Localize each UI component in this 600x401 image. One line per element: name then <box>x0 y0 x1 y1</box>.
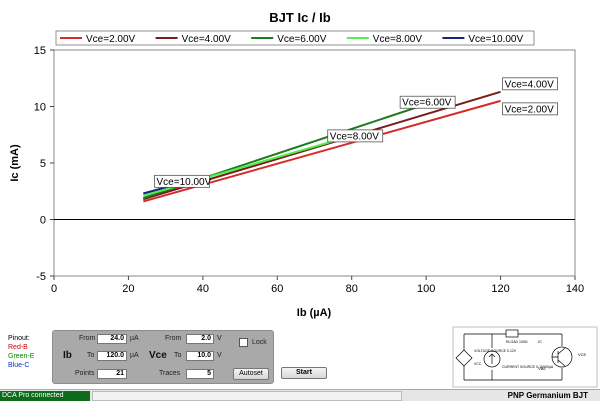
y-axis-label: Ic (mA) <box>9 144 21 182</box>
chart-title: BJT Ic / Ib <box>269 10 330 25</box>
status-bar: DCA Pro connected PNP Germanium BJT <box>0 389 600 401</box>
status-progress <box>92 391 402 401</box>
ic-label: IC <box>538 339 542 344</box>
series-annotation-box <box>154 174 210 188</box>
plot-area <box>53 49 576 277</box>
traces-field[interactable]: 5 <box>186 369 214 379</box>
x-tick-label: 20 <box>122 283 134 295</box>
ib-from-field[interactable]: 24.0 <box>97 334 127 344</box>
pinout-title: Pinout: <box>8 335 30 342</box>
legend-entry: Vce=8.00V <box>373 34 423 45</box>
circuit-schematic: VOLTAGE SOURCE 0-12V VCC RLOAD 100Ω CURR… <box>452 326 598 388</box>
vce-to-unit: V <box>217 352 222 359</box>
lock-checkbox[interactable] <box>239 338 248 347</box>
legend-entry: Vce=6.00V <box>277 34 327 45</box>
ib-to-label: To <box>87 352 95 359</box>
series-annotation: Vce=10.00V <box>157 177 212 188</box>
vce-from-field[interactable]: 2.0 <box>186 334 214 344</box>
y-tick-label: 0 <box>40 215 46 227</box>
points-field[interactable]: 21 <box>97 369 127 379</box>
vce-to-label: To <box>174 352 182 359</box>
connection-status: DCA Pro connected <box>0 391 90 401</box>
legend-entry: Vce=10.00V <box>468 34 523 45</box>
vce-to-field[interactable]: 10.0 <box>186 351 214 361</box>
x-tick-label: 120 <box>491 283 509 295</box>
traces-label: Traces <box>159 370 181 377</box>
ic-ib-chart: BJT Ic / Ib Vce=2.00V Vce=4.00V Vce=6.00V V… <box>9 10 584 319</box>
series-annotation-box <box>327 129 384 143</box>
x-axis-label: Ib (µA) <box>297 307 332 319</box>
sweep-controls-panel: From 24.0 µA Ib To 120.0 µA Points 21 Fr… <box>52 330 274 384</box>
legend: Vce=2.00V Vce=4.00V Vce=6.00V Vce=8.00V Vce=… <box>55 30 535 46</box>
pinout-legend: Pinout: Red-B Green-E Blue-C <box>8 334 34 370</box>
ib-label: Ib <box>63 350 72 361</box>
pinout-red: Red-B <box>8 344 28 351</box>
voltage-source-label: VOLTAGE SOURCE 0-12V <box>474 349 517 353</box>
legend-entry: Vce=2.00V <box>86 34 136 45</box>
autoset-button[interactable]: Autoset <box>233 368 269 380</box>
x-tick-label: 140 <box>566 283 584 295</box>
vce-schem-label: VCE <box>578 352 587 357</box>
current-source-label: CURRENT SOURCE 0-10000µA <box>502 365 554 369</box>
vce-from-unit: V <box>217 335 222 342</box>
vcc-label: VCC <box>474 362 482 366</box>
x-tick-label: 0 <box>51 283 57 295</box>
series-annotation: Vce=8.00V <box>330 131 380 142</box>
series-annotation-box <box>399 95 456 109</box>
vce-from-label: From <box>165 335 182 342</box>
series-annotation-box <box>502 102 558 116</box>
annotations: Vce=2.00V Vce=4.00V Vce=6.00V Vce=8.00V Vce=… <box>154 77 558 188</box>
start-button[interactable]: Start <box>281 367 327 379</box>
series-annotation-box <box>502 77 558 91</box>
series-annotation: Vce=2.00V <box>505 104 555 115</box>
ib-from-unit: µA <box>130 335 139 342</box>
x-tick-label: 60 <box>271 283 283 295</box>
x-tick-label: 100 <box>417 283 435 295</box>
vbe-label: VBE <box>538 366 546 371</box>
ib-from-label: From <box>79 335 96 342</box>
legend-box <box>55 30 535 46</box>
pinout-blue: Blue-C <box>8 362 30 369</box>
y-tick-label: -5 <box>36 271 46 283</box>
rload-label: RLOAD 100Ω <box>506 340 528 344</box>
ib-to-unit: µA <box>130 352 139 359</box>
x-tick-label: 80 <box>346 283 358 295</box>
axes: 0 20 40 60 80 100 120 140 -5 0 5 10 15 <box>34 45 584 295</box>
y-tick-label: 10 <box>34 102 46 114</box>
series-annotation: Vce=4.00V <box>505 79 555 90</box>
lock-label: Lock <box>252 339 267 346</box>
y-tick-label: 15 <box>34 45 46 57</box>
ib-to-field[interactable]: 120.0 <box>97 351 127 361</box>
series-annotation: Vce=6.00V <box>402 98 452 109</box>
legend-entry: Vce=4.00V <box>182 34 232 45</box>
pinout-green: Green-E <box>8 353 35 360</box>
y-tick-label: 5 <box>40 158 46 170</box>
points-label: Points <box>75 370 95 377</box>
x-tick-label: 40 <box>197 283 209 295</box>
vce-label: Vce <box>149 350 167 361</box>
device-type: PNP Germanium BJT <box>507 391 588 400</box>
